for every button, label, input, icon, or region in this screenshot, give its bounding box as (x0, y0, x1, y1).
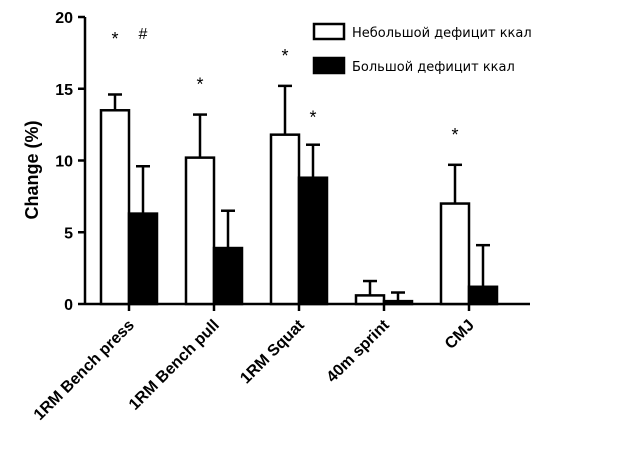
legend-label-small-deficit: Небольшой дефицит ккал (352, 26, 532, 41)
x-tick-label-1: 1RM Bench pull (126, 317, 223, 414)
bar-large-deficit-4 (467, 285, 499, 306)
bar-small-deficit-2 (269, 133, 301, 306)
bar-small-deficit-3 (354, 294, 386, 306)
significance-marker-5: * (451, 125, 458, 145)
bar-large-deficit-3 (382, 299, 414, 306)
significance-marker-4: * (309, 108, 316, 128)
x-tick-label-0: 1RM Bench press (31, 317, 138, 424)
x-tick-label-2: 1RM Squat (237, 316, 308, 387)
y-tick-label-0: 0 (64, 297, 73, 314)
significance-marker-0: * (111, 29, 118, 49)
y-tick-label-3: 15 (55, 82, 73, 99)
significance-marker-1: # (139, 26, 148, 43)
legend-swatch-small-deficit (312, 22, 346, 41)
bar-small-deficit-0 (99, 109, 131, 306)
bar-small-deficit-1 (184, 156, 216, 306)
legend-swatch-large-deficit (312, 56, 346, 75)
bar-large-deficit-1 (212, 246, 244, 306)
x-tick-label-4: CMJ (442, 317, 478, 353)
legend: Небольшой дефицит ккал Большой дефицит к… (312, 22, 532, 75)
significance-marker-2: * (196, 75, 203, 95)
significance-marker-3: * (281, 46, 288, 66)
x-tick-label-3: 40m sprint (324, 316, 394, 386)
bar-large-deficit-2 (297, 176, 329, 306)
y-tick-label-4: 20 (55, 10, 73, 27)
bar-large-deficit-0 (127, 212, 159, 306)
y-axis-label: Change (%) (22, 120, 42, 219)
legend-label-large-deficit: Большой дефицит ккал (352, 60, 515, 75)
bar-small-deficit-4 (439, 202, 471, 306)
y-tick-label-1: 5 (64, 225, 73, 242)
y-tick-label-2: 10 (55, 154, 73, 171)
